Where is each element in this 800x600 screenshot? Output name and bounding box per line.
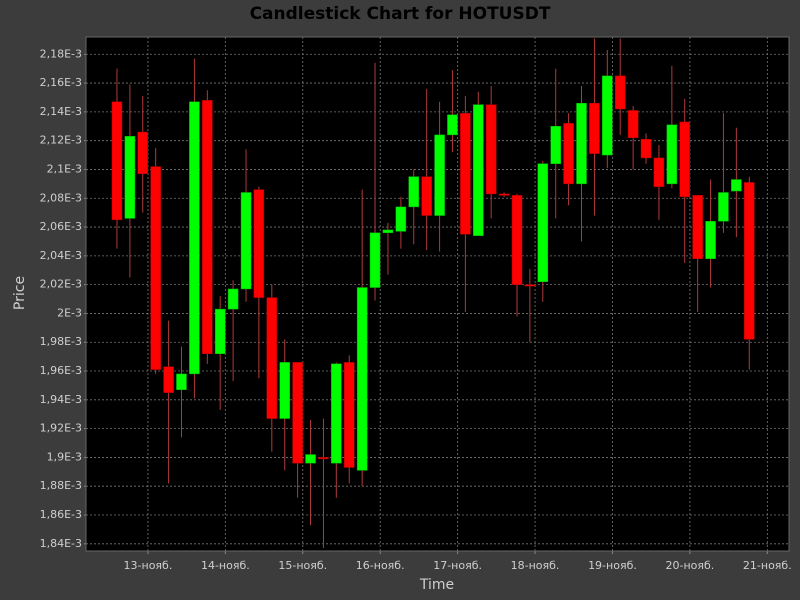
candle-body — [331, 363, 342, 464]
chart-title: Candlestick Chart for HOTUSDT — [250, 4, 551, 24]
y-tick-label: 2,1E-3 — [47, 162, 82, 175]
candle-body — [602, 75, 613, 156]
x-tick-label: 14-нояб. — [201, 559, 250, 572]
candle-body — [266, 297, 278, 419]
candle-body — [434, 134, 445, 216]
y-tick-label: 1,98E-3 — [40, 335, 82, 348]
y-tick-label: 2,18E-3 — [40, 47, 82, 60]
candle-body — [460, 113, 471, 235]
candle-body — [292, 362, 303, 464]
candle-body — [318, 457, 329, 460]
y-tick-label: 2,12E-3 — [40, 134, 82, 147]
candle-body — [679, 121, 690, 198]
candle-body — [718, 192, 729, 222]
candle-body — [498, 193, 510, 196]
candle-body — [692, 195, 703, 259]
y-tick-label: 2,16E-3 — [40, 76, 82, 89]
y-tick-label: 1,96E-3 — [40, 364, 82, 377]
x-tick-label: 21-нояб. — [743, 559, 792, 572]
x-tick-label: 13-нояб. — [124, 559, 173, 572]
candle-body — [124, 136, 136, 219]
candle-body — [744, 182, 755, 340]
candle-body — [369, 232, 381, 288]
candle-body — [666, 124, 678, 185]
candle-body — [524, 284, 536, 287]
candle-body — [137, 131, 149, 175]
plot-border — [85, 36, 790, 552]
candle-body — [473, 104, 484, 236]
y-tick-label: 1,9E-3 — [47, 450, 82, 463]
candle-body — [447, 114, 458, 136]
candle-body — [305, 454, 316, 464]
y-axis-title: Price — [12, 276, 28, 310]
candle-body — [731, 179, 742, 192]
candle-body — [240, 192, 252, 290]
candle-body — [395, 206, 407, 232]
y-tick-label: 1,84E-3 — [40, 537, 82, 550]
y-tick-label: 2E-3 — [57, 306, 82, 319]
x-tick-label: 19-нояб. — [588, 559, 637, 572]
x-tick-label: 18-нояб. — [511, 559, 560, 572]
y-tick-label: 1,88E-3 — [40, 479, 82, 492]
candle-body — [408, 176, 419, 208]
candle-body — [176, 373, 187, 390]
x-tick-label: 20-нояб. — [666, 559, 715, 572]
candle-body — [202, 100, 213, 355]
candle-body — [150, 166, 161, 370]
candle-body — [705, 221, 716, 259]
y-tick-label: 1,92E-3 — [40, 422, 82, 435]
candle-body — [576, 102, 587, 185]
candle-body — [511, 195, 523, 285]
candle-body — [356, 287, 368, 471]
candle-body — [189, 101, 200, 375]
y-tick-label: 2,08E-3 — [40, 191, 82, 204]
candle-body — [653, 157, 665, 187]
candle-body — [640, 138, 652, 159]
x-tick-label: 16-нояб. — [356, 559, 405, 572]
candle-body — [550, 126, 561, 164]
y-tick-label: 2,06E-3 — [40, 220, 82, 233]
candle-body — [421, 176, 432, 216]
candle-body — [227, 288, 239, 310]
y-tick-label: 2,14E-3 — [40, 105, 82, 118]
candle-body — [253, 189, 265, 298]
candle-body — [563, 123, 574, 185]
x-tick-label: 15-нояб. — [278, 559, 327, 572]
candle-body — [627, 110, 639, 139]
x-tick-label: 17-нояб. — [433, 559, 482, 572]
candle-body — [485, 104, 497, 195]
candle-body — [111, 101, 123, 221]
y-tick-label: 2,04E-3 — [40, 249, 82, 262]
y-tick-label: 1,86E-3 — [40, 508, 82, 521]
candle-body — [589, 102, 600, 154]
x-axis-title: Time — [419, 577, 454, 593]
candle-body — [343, 362, 355, 468]
candle-body — [163, 366, 174, 393]
candle-body — [382, 229, 394, 234]
y-tick-label: 2,02E-3 — [40, 278, 82, 291]
candle-body — [614, 75, 626, 110]
candle-body — [537, 163, 549, 283]
candle-body — [279, 362, 290, 419]
y-tick-label: 1,94E-3 — [40, 393, 82, 406]
candle-body — [214, 308, 226, 355]
